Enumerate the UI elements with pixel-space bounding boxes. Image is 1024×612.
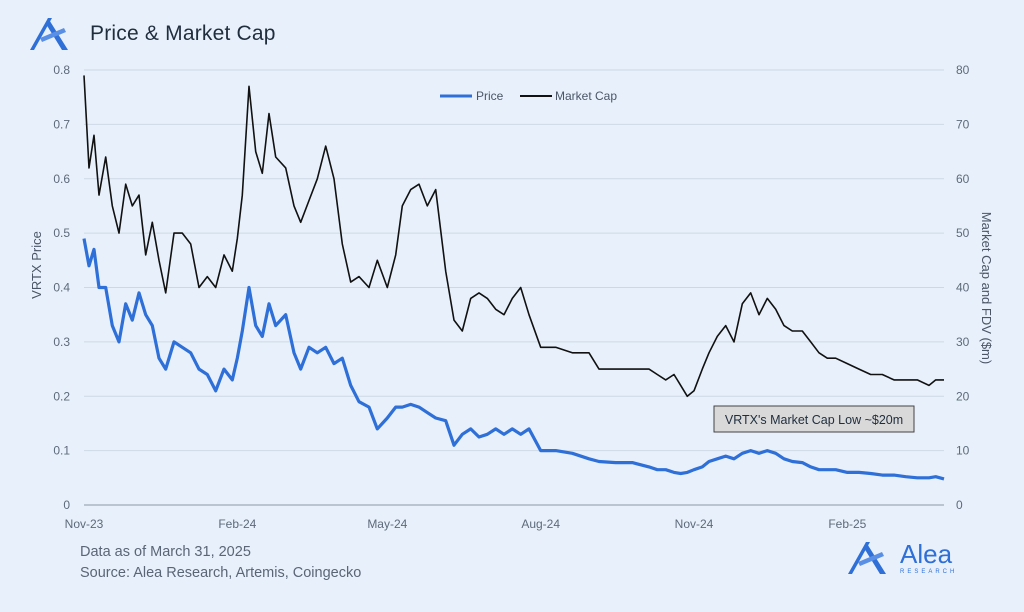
x-tick-label: Nov-24	[675, 517, 714, 531]
legend-price-label: Price	[476, 89, 504, 103]
price-line	[82, 238, 945, 481]
left-axis-ticks: 0 0.1 0.2 0.3 0.4 0.5 0.6 0.7 0.8	[53, 63, 70, 512]
x-tick-label: Feb-24	[218, 517, 256, 531]
chart-title: Price & Market Cap	[90, 22, 276, 45]
brand-name: Alea	[900, 539, 953, 569]
x-tick-label: Feb-25	[828, 517, 866, 531]
source-note: Source: Alea Research, Artemis, Coingeck…	[80, 565, 362, 581]
left-axis-title: VRTX Price	[29, 231, 44, 299]
right-tick-label: 80	[956, 63, 970, 77]
legend-market-cap-label: Market Cap	[555, 89, 617, 103]
x-axis-ticks: Nov-23 Feb-24 May-24 Aug-24 Nov-24 Feb-25	[65, 517, 867, 531]
right-axis-title: Market Cap and FDV ($m)	[979, 212, 994, 364]
left-tick-label: 0.5	[53, 226, 70, 240]
chart-header: Price & Market Cap	[26, 14, 276, 54]
x-tick-label: May-24	[367, 517, 407, 531]
right-tick-label: 0	[956, 498, 963, 512]
annotation-text: VRTX's Market Cap Low ~$20m	[725, 413, 903, 427]
left-tick-label: 0.4	[53, 281, 70, 295]
left-tick-label: 0.6	[53, 172, 70, 186]
brand-logo: Alea RESEARCH	[842, 538, 957, 578]
gridlines	[84, 69, 944, 452]
left-tick-label: 0	[63, 498, 70, 512]
market-cap-line	[83, 75, 944, 398]
chart-footer: Data as of March 31, 2025 Source: Alea R…	[80, 542, 361, 584]
x-tick-label: Nov-23	[65, 517, 104, 531]
legend: Price Market Cap	[440, 89, 617, 103]
left-tick-label: 0.7	[53, 117, 70, 131]
right-tick-label: 30	[956, 335, 970, 349]
annotation-box: VRTX's Market Cap Low ~$20m	[713, 405, 915, 433]
left-tick-label: 0.8	[53, 63, 70, 77]
right-tick-label: 50	[956, 226, 970, 240]
series-lines	[82, 75, 945, 481]
brand-subtitle: RESEARCH	[900, 569, 958, 575]
alea-brand-icon	[848, 542, 886, 574]
left-tick-label: 0.2	[53, 389, 70, 403]
right-tick-label: 70	[956, 117, 970, 131]
right-tick-label: 20	[956, 389, 970, 403]
data-date-note: Data as of March 31, 2025	[80, 544, 251, 560]
right-tick-label: 10	[956, 444, 970, 458]
left-tick-label: 0.3	[53, 335, 70, 349]
right-tick-label: 40	[956, 281, 970, 295]
alea-logo-icon	[30, 18, 68, 50]
right-tick-label: 60	[956, 172, 970, 186]
x-tick-label: Aug-24	[521, 517, 560, 531]
left-tick-label: 0.1	[53, 444, 70, 458]
right-axis-ticks: 0 10 20 30 40 50 60 70 80	[956, 63, 970, 512]
